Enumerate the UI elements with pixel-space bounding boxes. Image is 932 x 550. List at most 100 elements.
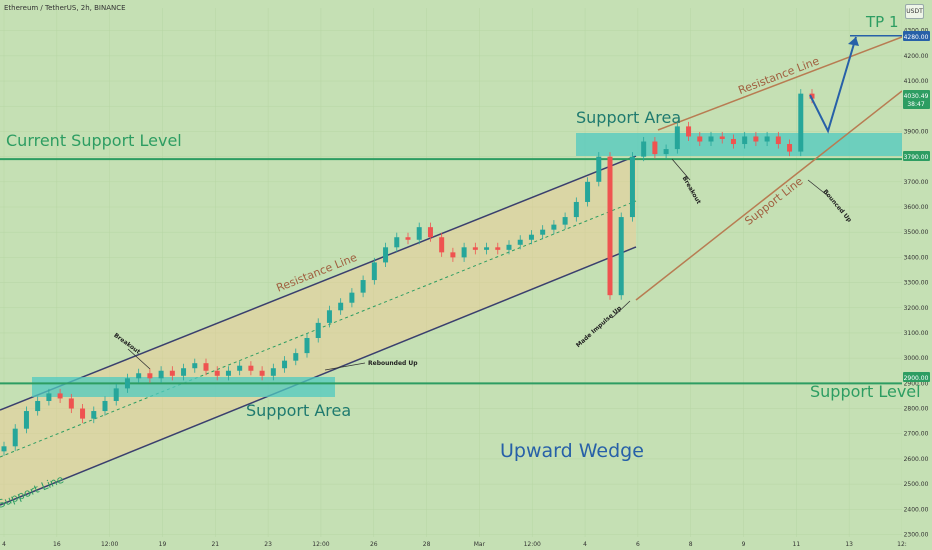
candle-body [46,393,52,401]
price-tick-label: 3300.00 [904,280,929,287]
candle-body [562,217,568,225]
support-level-price-label: 2900.00 [904,375,929,382]
candle-body [484,247,490,250]
wedge-support-line [635,90,903,301]
candle-body [461,247,467,258]
price-tick-label: 3900.00 [904,128,929,135]
candle-body [326,310,332,323]
support-current-price-label: 3790.00 [904,154,929,161]
time-tick-label: 9 [742,541,746,548]
candle-body [225,370,231,376]
candles [1,89,815,456]
candle-body [697,136,703,142]
price-tick-label: 3700.00 [904,179,929,186]
candle-body [12,428,18,447]
candle-body [439,237,445,253]
candle-body [798,93,804,152]
projection-arrowhead [848,37,859,46]
time-tick-label: 4 [583,541,587,548]
support-level-price-badge [903,372,930,382]
price-tick-label: 2800.00 [904,406,929,413]
candle-body [641,141,647,157]
candle-body [113,388,119,401]
support-area-right-label: Support Area [576,108,682,127]
support-area-zone-left [32,377,335,397]
price-tick-label: 2900.00 [904,380,929,387]
candle-body [495,247,501,250]
breakout-arrow-right [671,158,691,181]
price-tick-label: 3600.00 [904,204,929,211]
candle-body [607,156,613,296]
candle-body [203,363,209,371]
impulse-arrow [611,300,631,319]
breakout-arrow-left [127,348,151,370]
time-axis-ticks: 4 16 12:00 19 21 23 12:00 26 28 Mar 12:00 4 6 8 9 11 13 1… [2,541,907,548]
time-tick-label: 23 [264,541,272,548]
current-price-label: 4030.49 [904,93,929,100]
time-tick-label: 21 [211,541,219,548]
time-tick-label: Mar [474,541,486,548]
time-tick-label: 8 [689,541,693,548]
candle-body [427,227,433,238]
candle-body [394,237,400,248]
support-level-label: Support Level [810,382,921,401]
time-tick-label: 12:00 [312,541,329,548]
price-tick-label: 3100.00 [904,330,929,337]
current-support-level-label: Current Support Level [6,131,182,150]
rebounded-up-arrow [324,362,366,371]
candle-body [35,400,41,412]
support-area-left-label: Support Area [246,401,352,420]
candle-body [282,360,288,369]
candle-body [742,136,748,145]
price-tick-label: 2500.00 [904,481,929,488]
candle-body [214,370,220,376]
time-tick-label: 12: [897,541,907,548]
candle-body [371,262,377,281]
candle-body [753,136,759,142]
candle-body [506,244,512,250]
candle-body [416,227,422,240]
candle-body [315,322,321,338]
time-axis[interactable] [0,537,932,550]
price-tick-label: 3200.00 [904,305,929,312]
candle-body [472,247,478,250]
price-tick-label: 3000.00 [904,355,929,362]
bar-countdown-label: 38:47 [907,101,924,108]
candle-body [787,144,793,152]
candle-body [405,237,411,240]
time-tick-label: 28 [423,541,431,548]
projection-path [809,36,857,134]
price-tick-label: 4100.00 [904,78,929,85]
currency-badge[interactable]: USDT [905,4,924,19]
candle-body [102,400,108,412]
candle-body [663,149,669,155]
bounced-up-arrow [807,179,829,197]
candle-body [809,93,815,99]
candle-body [169,370,175,376]
grid [0,8,903,537]
time-tick-label: 19 [159,541,167,548]
candle-body [517,239,523,245]
price-tick-label: 2400.00 [904,506,929,513]
time-tick-label: 26 [370,541,378,548]
candle-body [248,365,254,371]
tp1-label: TP 1 [866,13,899,31]
candle-body [237,365,243,371]
time-tick-label: 12:00 [101,541,118,548]
rebounded-up-label: Rebounded Up [368,360,418,367]
candle-body [91,411,97,419]
time-tick-label: 6 [636,541,640,548]
candle-body [551,224,557,230]
candle-body [158,370,164,379]
candle-body [686,126,692,137]
price-tick-label: 2600.00 [904,456,929,463]
candle-body [57,393,63,399]
candle-body [383,247,389,263]
candle-body [540,229,546,235]
candle-body [719,136,725,139]
support-current-price-badge [903,151,930,161]
candle-body [730,138,736,145]
candle-body [181,368,187,376]
